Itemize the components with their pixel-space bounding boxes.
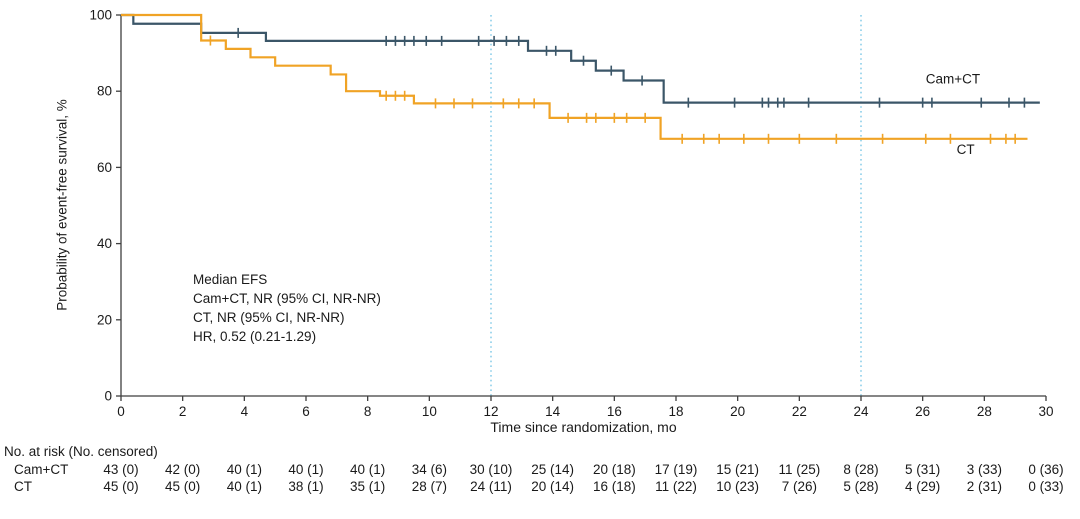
risk-count-Cam+CT-month-0: 43 (0) — [103, 462, 139, 477]
x-tick-label: 30 — [1038, 404, 1053, 419]
risk-count-CT-month-0: 45 (0) — [103, 479, 139, 494]
risk-count-Cam+CT-month-26: 5 (31) — [905, 462, 941, 477]
y-axis-label: Probability of event-free survival, % — [54, 99, 70, 311]
risk-count-Cam+CT-month-2: 42 (0) — [165, 462, 201, 477]
Cam+CT-curve-label: Cam+CT — [926, 72, 980, 87]
risk-count-CT-month-8: 35 (1) — [350, 479, 386, 494]
risk-count-CT-month-6: 38 (1) — [288, 479, 324, 494]
x-tick-label: 22 — [792, 404, 807, 419]
risk-row-label-ct: CT — [14, 479, 32, 494]
risk-count-Cam+CT-month-24: 8 (28) — [843, 462, 879, 477]
y-tick-label: 100 — [89, 8, 112, 23]
risk-count-CT-month-26: 4 (29) — [905, 479, 941, 494]
annotation-ct-median: CT, NR (95% CI, NR-NR) — [193, 310, 345, 325]
x-tick-label: 24 — [853, 404, 869, 419]
risk-count-CT-month-14: 20 (14) — [531, 479, 575, 494]
y-tick-label: 40 — [97, 236, 112, 251]
risk-count-Cam+CT-month-8: 40 (1) — [350, 462, 386, 477]
risk-count-Cam+CT-month-4: 40 (1) — [226, 462, 262, 477]
CT-survival-curve — [121, 13, 1028, 140]
x-tick-label: 4 — [241, 404, 249, 419]
risk-count-Cam+CT-month-12: 30 (10) — [469, 462, 513, 477]
x-tick-label: 20 — [730, 404, 745, 419]
risk-count-CT-month-2: 45 (0) — [165, 479, 201, 494]
x-tick-label: 14 — [545, 404, 561, 419]
x-tick-label: 12 — [483, 404, 498, 419]
x-tick-label: 0 — [117, 404, 125, 419]
CT-curve-label: CT — [957, 142, 975, 157]
x-axis-label: Time since randomization, mo — [490, 419, 677, 435]
risk-count-CT-month-24: 5 (28) — [843, 479, 879, 494]
risk-table-header: No. at risk (No. censored) — [4, 444, 158, 459]
x-tick-label: 26 — [915, 404, 930, 419]
risk-count-Cam+CT-month-16: 20 (18) — [592, 462, 636, 477]
risk-count-CT-month-20: 10 (23) — [716, 479, 760, 494]
y-tick-label: 0 — [104, 389, 112, 404]
y-tick-label: 80 — [97, 84, 112, 99]
Cam+CT-survival-curve — [121, 13, 1040, 104]
x-tick-label: 10 — [422, 404, 437, 419]
x-tick-label: 28 — [977, 404, 992, 419]
risk-count-CT-month-30: 0 (33) — [1028, 479, 1064, 494]
risk-count-Cam+CT-month-6: 40 (1) — [288, 462, 324, 477]
annotation-camct-median: Cam+CT, NR (95% CI, NR-NR) — [193, 291, 381, 306]
risk-count-Cam+CT-month-28: 3 (33) — [966, 462, 1002, 477]
risk-count-CT-month-16: 16 (18) — [592, 479, 636, 494]
x-tick-label: 18 — [668, 404, 683, 419]
risk-count-CT-month-10: 28 (7) — [411, 479, 447, 494]
annotation-median-efs-title: Median EFS — [193, 272, 268, 287]
risk-count-CT-month-4: 40 (1) — [226, 479, 262, 494]
risk-count-CT-month-22: 7 (26) — [781, 479, 817, 494]
x-tick-label: 8 — [364, 404, 372, 419]
y-tick-label: 20 — [97, 312, 112, 327]
risk-count-Cam+CT-month-14: 25 (14) — [531, 462, 575, 477]
risk-count-Cam+CT-month-30: 0 (36) — [1028, 462, 1064, 477]
risk-count-Cam+CT-month-20: 15 (21) — [716, 462, 760, 477]
risk-count-Cam+CT-month-10: 34 (6) — [411, 462, 447, 477]
risk-count-CT-month-12: 24 (11) — [470, 479, 512, 494]
x-tick-label: 6 — [302, 404, 310, 419]
risk-count-CT-month-18: 11 (22) — [655, 479, 697, 494]
x-tick-label: 16 — [607, 404, 622, 419]
median-efs-annotation: Median EFS Cam+CT, NR (95% CI, NR-NR) CT… — [193, 270, 381, 346]
risk-count-Cam+CT-month-22: 11 (25) — [778, 462, 821, 477]
annotation-hazard-ratio: HR, 0.52 (0.21-1.29) — [193, 329, 317, 344]
x-tick-label: 2 — [179, 404, 187, 419]
y-tick-label: 60 — [97, 160, 112, 175]
risk-row-label-camct: Cam+CT — [14, 462, 69, 477]
risk-count-Cam+CT-month-18: 17 (19) — [654, 462, 698, 477]
risk-count-CT-month-28: 2 (31) — [966, 479, 1002, 494]
